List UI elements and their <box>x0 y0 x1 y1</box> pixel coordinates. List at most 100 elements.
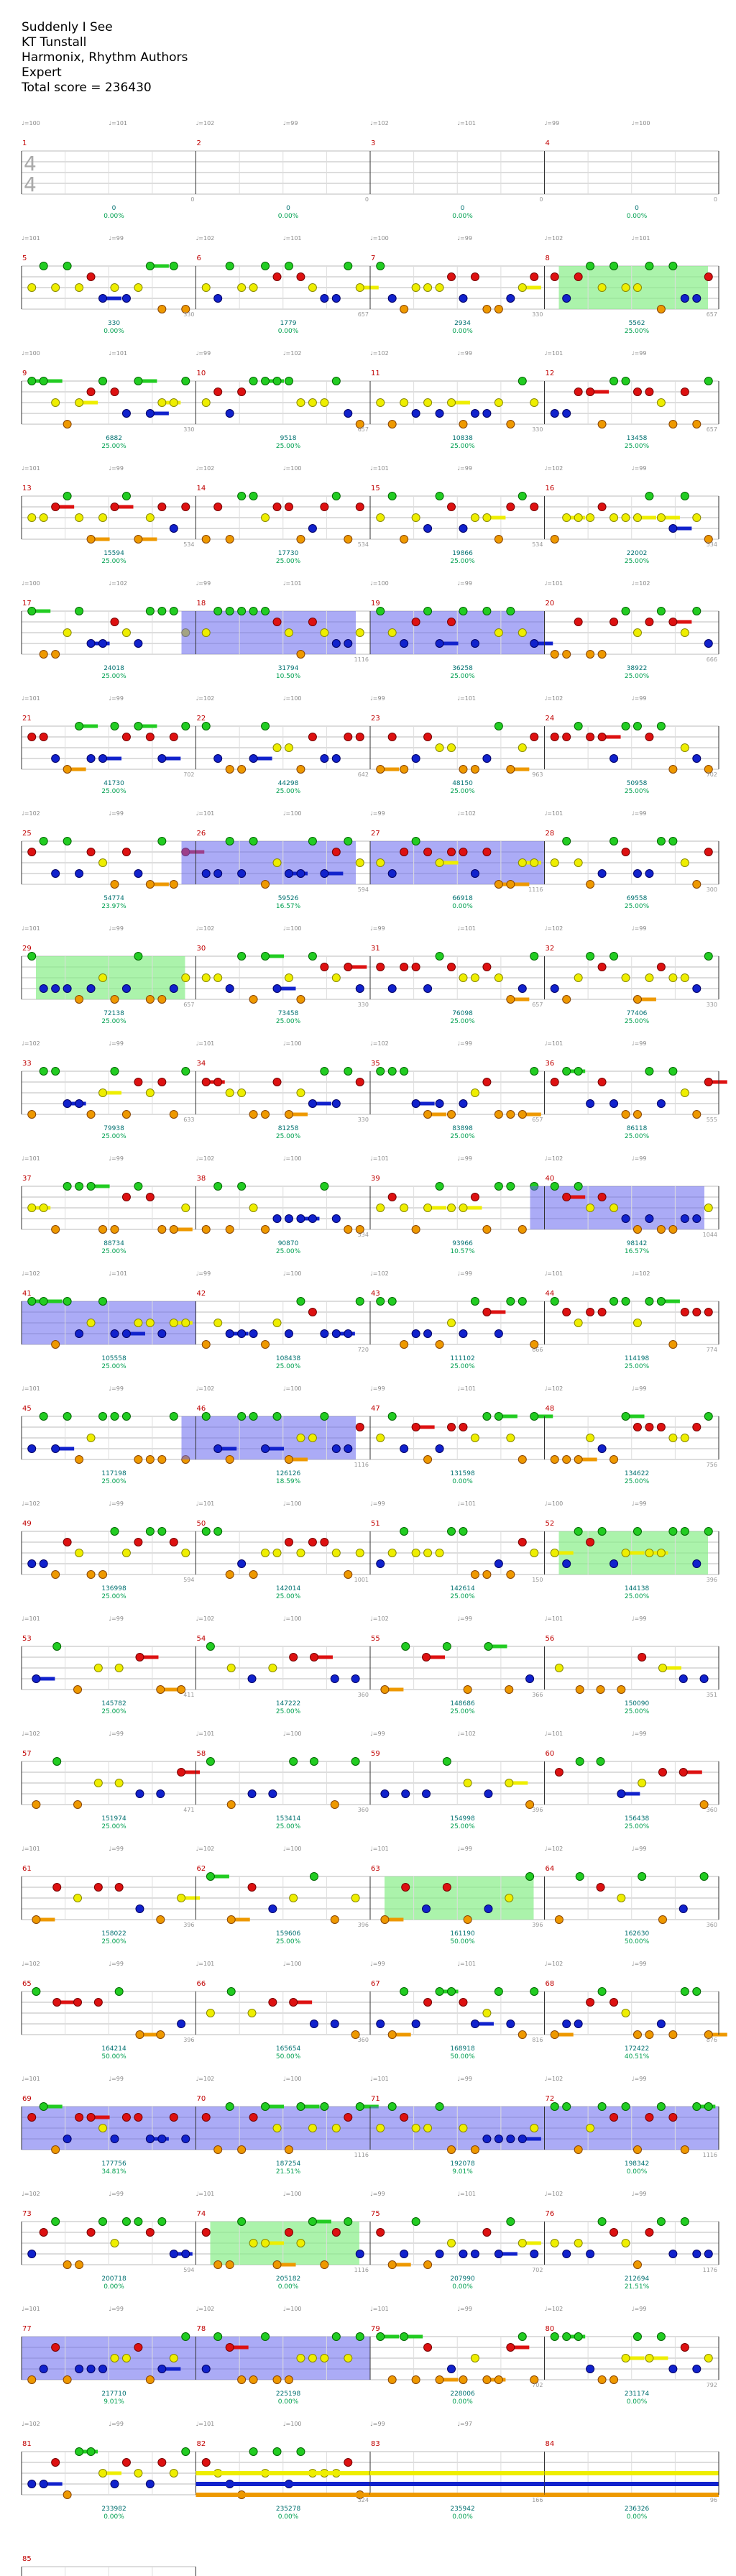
note-gem <box>213 1182 223 1191</box>
note-gem <box>411 2217 420 2226</box>
note-gem <box>411 2020 420 2028</box>
note-gem <box>213 754 223 763</box>
phrase-score: 1001 <box>354 1577 369 1583</box>
note-gem <box>39 650 48 659</box>
cumulative-score: 31794 <box>278 665 299 672</box>
tempo-label: ♩=102 <box>196 1385 215 1392</box>
note-gem <box>284 1455 293 1464</box>
note-gem <box>145 1193 155 1201</box>
note-gem <box>320 1329 329 1338</box>
note-gem <box>658 1915 667 1924</box>
phrase-score: 657 <box>707 311 717 318</box>
note-gem <box>308 733 317 741</box>
note-gem <box>376 1559 385 1568</box>
note-gem <box>344 963 353 971</box>
note-gem <box>296 398 305 407</box>
note-gem <box>668 618 678 626</box>
score-percent: 25.00% <box>276 1018 301 1025</box>
note-gem <box>435 409 444 418</box>
measure-number: 13 <box>22 485 32 492</box>
measure-number: 20 <box>546 600 555 608</box>
note-gem <box>27 2113 37 2122</box>
cumulative-score: 154998 <box>450 1815 475 1823</box>
note-gem <box>435 1340 444 1349</box>
phrase-score: 1176 <box>703 2267 717 2273</box>
note-gem <box>597 963 607 971</box>
note-gem <box>704 1078 713 1086</box>
tempo-label: ♩=100 <box>283 1270 302 1277</box>
note-gem <box>320 628 329 637</box>
note-gem <box>145 2375 155 2384</box>
measure-number: 3 <box>371 139 375 147</box>
sustain-note <box>370 2493 545 2497</box>
note-gem <box>562 2102 571 2111</box>
measure-number: 29 <box>22 945 32 953</box>
note-gem <box>135 1905 144 1913</box>
note-gem <box>201 283 211 292</box>
note-gem <box>331 1214 341 1223</box>
note-gem <box>272 984 282 993</box>
note-gem <box>656 2020 666 2028</box>
note-gem <box>680 2343 689 2352</box>
sustain-note <box>157 1687 180 1692</box>
note-gem <box>632 283 642 292</box>
note-gem <box>376 2124 385 2132</box>
cumulative-score: 86118 <box>627 1125 648 1132</box>
note-gem <box>272 858 282 867</box>
tempo-label: ♩=99 <box>109 2076 124 2082</box>
tempo-label: ♩=99 <box>109 235 124 242</box>
note-gem <box>400 963 409 971</box>
note-gem <box>423 1998 433 2007</box>
phrase-score: 666 <box>532 1347 543 1353</box>
note-gem <box>586 880 595 889</box>
note-gem <box>621 2239 630 2247</box>
score-percent: 25.00% <box>625 788 650 795</box>
note-gem <box>621 2354 630 2362</box>
note-gem <box>225 535 234 544</box>
note-gem <box>247 1674 257 1683</box>
note-gem <box>530 733 539 741</box>
score-percent: 25.00% <box>101 443 126 450</box>
tempo-label: ♩=97 <box>457 2421 472 2427</box>
note-gem <box>506 503 515 511</box>
note-gem <box>169 524 178 533</box>
note-gem <box>610 618 619 626</box>
note-gem <box>32 1674 41 1683</box>
note-gem <box>296 1297 305 1306</box>
score-percent: 10.57% <box>450 1248 475 1255</box>
note-gem <box>505 1894 514 1902</box>
note-gem <box>562 733 571 741</box>
note-gem <box>550 1549 559 1557</box>
sustain-note <box>274 986 296 991</box>
tempo-label: ♩=99 <box>632 810 647 817</box>
measure-number: 58 <box>197 1750 206 1758</box>
tempo-label: ♩=102 <box>196 120 215 127</box>
cumulative-score: 22002 <box>627 550 648 557</box>
note-gem <box>678 1905 688 1913</box>
note-gem <box>320 1067 329 1076</box>
note-gem <box>110 618 119 626</box>
note-gem <box>134 952 143 961</box>
note-gem <box>134 1538 143 1546</box>
note-gem <box>632 1527 642 1536</box>
note-gem <box>213 1319 223 1327</box>
sustain-note <box>226 2345 249 2350</box>
note-gem <box>331 973 341 982</box>
measure-number: 81 <box>22 2440 32 2448</box>
sustain-note <box>64 767 86 771</box>
note-gem <box>692 880 702 889</box>
note-gem <box>574 1067 583 1076</box>
note-gem <box>610 377 619 385</box>
note-gem <box>704 639 713 648</box>
note-gem <box>518 1297 527 1306</box>
sustain-note <box>356 285 379 290</box>
note-gem <box>157 754 167 763</box>
score-percent: 0.00% <box>104 213 124 220</box>
note-gem <box>645 1297 654 1306</box>
note-gem <box>145 513 155 522</box>
note-gem <box>586 1998 595 2007</box>
note-gem <box>586 733 595 741</box>
note-gem <box>63 765 72 774</box>
song-title: Suddenly I See <box>22 20 113 35</box>
tempo-label: ♩=100 <box>283 1500 302 1507</box>
